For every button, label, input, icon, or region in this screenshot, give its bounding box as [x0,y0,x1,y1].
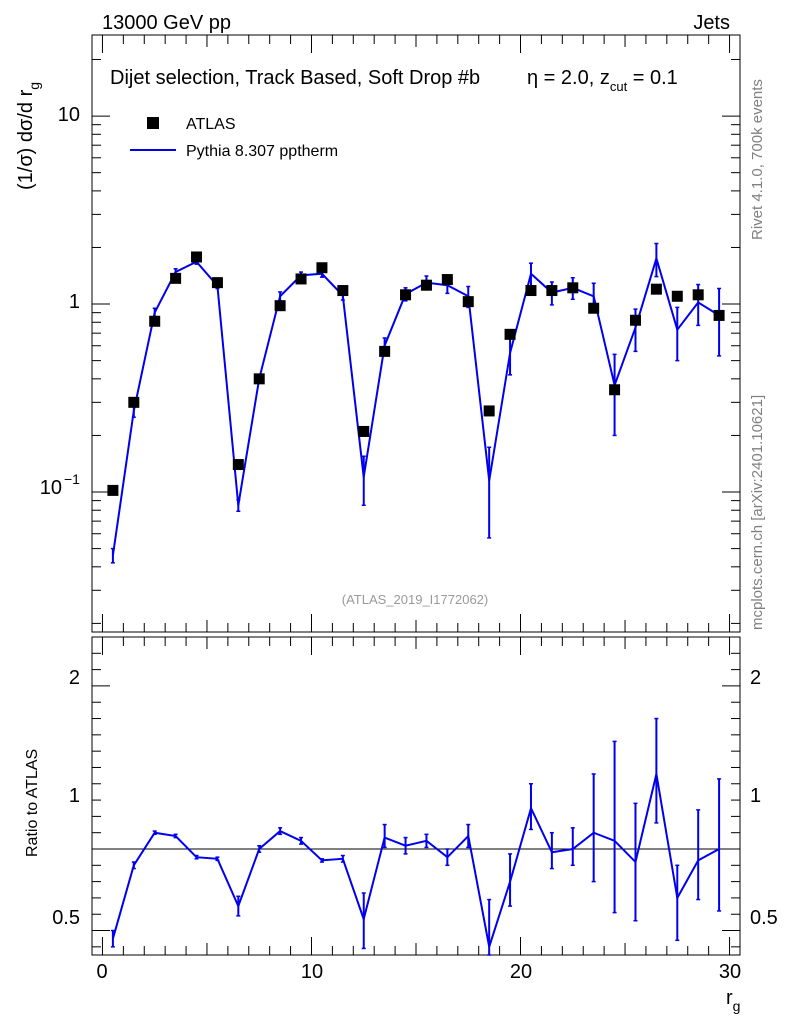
atlas-point [149,315,161,327]
main-axis-ticks [92,35,740,632]
atlas-point [358,425,370,437]
main-ylabel: (1/σ) dσ/d rg [15,82,42,190]
atlas-point [629,314,641,326]
atlas-point [107,484,119,496]
atlas-point [191,251,203,263]
pythia-line [111,254,720,556]
atlas-point [420,279,432,291]
xlabel-sub: g [733,998,741,1014]
atlas-point [211,277,223,289]
plot-title-eta-text: η = 2.0, z [527,67,610,89]
atlas-point [128,396,140,408]
ytick-label-0.1-base: 10 [40,477,62,499]
ratio-panel-frame [91,636,741,956]
plot-title-eta: η = 2.0, zcut = 0.1 [527,67,678,94]
xtick-label-0: 0 [96,961,107,983]
atlas-point [504,328,516,340]
xtick-label-20: 20 [510,961,532,983]
collision-label: 13000 GeV pp [102,12,231,34]
legend-label-pythia: Pythia 8.307 pptherm [186,143,338,160]
atlas-point [441,274,453,286]
atlas-point [379,345,391,357]
ratio-ytick-label-1: 1 [69,785,80,807]
ytick-label-10: 10 [58,104,80,126]
ratio-ytick-label-0.5-right: 0.5 [750,907,778,929]
xlabel-text: r [726,987,733,1009]
xtick-label-30: 30 [719,961,741,983]
ratio-ytick-label-0.5: 0.5 [52,907,80,929]
rivet-label: Rivet 4.1.0, 700k events [749,79,766,240]
ratio-ytick-label-1-right: 1 [750,785,761,807]
plot-title-sub: cut [610,79,628,94]
xlabel: rg [726,987,740,1014]
xtick-label-10: 10 [301,961,323,983]
atlas-point [170,272,182,284]
ytick-label-0.1-exponent: −1 [64,471,80,487]
atlas-point [462,296,474,308]
ratio-ytick-label-2-right: 2 [750,667,761,689]
ratio-line [111,773,720,948]
atlas-point [274,300,286,312]
atlas-point [253,373,265,385]
atlas-point [316,262,328,274]
main-data-marks [107,242,725,564]
ratio-ylabel: Ratio to ATLAS [24,749,41,857]
plot-title-tail: = 0.1 [627,67,678,89]
atlas-point [337,285,349,297]
legend-label-atlas: ATLAS [186,116,236,133]
atlas-point [400,289,412,301]
mcplots-label: mcplots.cern.ch [arXiv:2401.10621] [749,395,766,630]
plot-title: Dijet selection, Track Based, Soft Drop … [110,67,480,89]
legend-marker-atlas [147,117,159,129]
atlas-point [567,282,579,294]
analysis-watermark: (ATLAS_2019_I1772062) [342,592,488,607]
atlas-point [671,290,683,302]
process-label: Jets [693,12,730,34]
atlas-point [483,405,495,417]
atlas-point [295,273,307,285]
atlas-point [525,285,537,297]
atlas-point [232,459,244,471]
atlas-point [650,283,662,295]
ytick-label-1: 1 [69,291,80,313]
ratio-ytick-label-2: 2 [69,667,80,689]
atlas-point [713,309,725,321]
ratio-axis-ticks [92,637,740,955]
plot-title-main: Dijet selection, Track Based, Soft Drop … [110,67,480,89]
main-ylabel-sub: g [26,82,42,90]
ratio-data-marks [92,717,740,956]
atlas-point [588,302,600,314]
atlas-point [692,289,704,301]
atlas-point [609,384,621,396]
atlas-point [546,285,558,297]
main-ylabel-text: (1/σ) dσ/d r [15,89,37,190]
